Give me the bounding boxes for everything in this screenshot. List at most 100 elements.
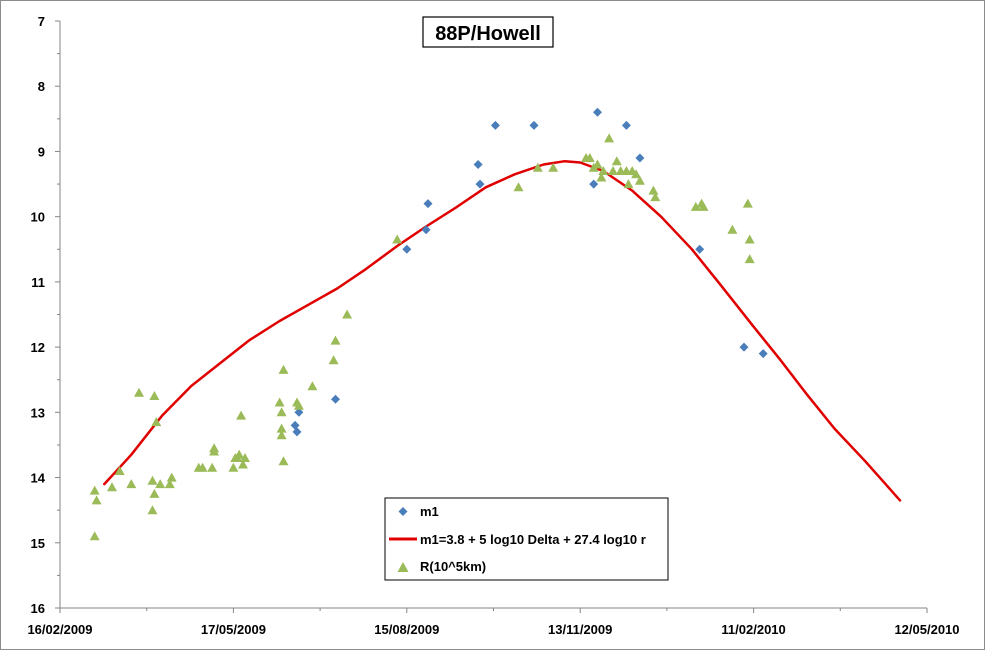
y-tick-label: 12 bbox=[31, 340, 45, 355]
m1-point bbox=[635, 153, 645, 163]
r-point bbox=[207, 462, 218, 472]
r-point bbox=[89, 485, 100, 495]
x-tick-label: 16/02/2009 bbox=[27, 622, 92, 637]
r-point bbox=[342, 309, 353, 319]
r-point bbox=[634, 175, 645, 185]
r-point bbox=[278, 364, 289, 374]
chart-title: 88P/Howell bbox=[435, 23, 541, 45]
r-point bbox=[650, 192, 661, 202]
r-point bbox=[91, 495, 102, 505]
y-tick-label: 11 bbox=[31, 275, 45, 290]
r-point bbox=[276, 407, 287, 417]
legend: m1 m1=3.8 + 5 log10 Delta + 27.4 log10 r… bbox=[384, 497, 669, 581]
r-point bbox=[598, 166, 609, 175]
r-point bbox=[532, 162, 543, 172]
r-point bbox=[89, 531, 100, 541]
data-points-layer bbox=[89, 107, 768, 541]
r-point bbox=[209, 443, 220, 453]
r-point bbox=[155, 479, 166, 489]
m1-point bbox=[758, 349, 768, 359]
r-point bbox=[608, 166, 618, 175]
y-tick-label: 8 bbox=[38, 79, 45, 94]
r-point bbox=[698, 201, 709, 211]
m1-point bbox=[593, 107, 602, 117]
r-point bbox=[149, 391, 160, 400]
r-point bbox=[197, 462, 208, 472]
r-point bbox=[234, 449, 245, 459]
legend-label-r: R(10^5km) bbox=[420, 559, 486, 574]
chart-title-frame bbox=[422, 16, 554, 48]
r-point bbox=[328, 355, 339, 365]
legend-triangle-marker bbox=[397, 562, 409, 572]
legend-diamond-marker bbox=[398, 507, 408, 516]
legend-entry-m1: m1 bbox=[398, 504, 439, 519]
r-point bbox=[592, 159, 603, 169]
r-point bbox=[147, 505, 158, 515]
r-point bbox=[164, 479, 175, 489]
m1-point bbox=[621, 120, 631, 130]
r-point bbox=[107, 482, 117, 492]
r-point bbox=[648, 185, 659, 195]
r-point bbox=[744, 234, 755, 244]
legend-label-m1: m1 bbox=[420, 504, 439, 519]
r-point bbox=[744, 254, 755, 264]
r-point bbox=[727, 224, 738, 234]
r-point bbox=[596, 172, 607, 182]
r-point bbox=[307, 381, 318, 391]
model-curve-layer bbox=[103, 159, 902, 502]
r-point bbox=[228, 462, 239, 472]
r-point bbox=[631, 169, 642, 179]
x-tick-label: 13/11/2009 bbox=[548, 622, 612, 637]
r-point bbox=[134, 387, 144, 397]
r-point bbox=[330, 335, 341, 345]
r-point bbox=[623, 179, 634, 189]
y-tick-label: 7 bbox=[38, 14, 45, 29]
y-tick-label: 14 bbox=[31, 471, 46, 486]
m1-point bbox=[490, 120, 500, 130]
r-point bbox=[276, 430, 287, 440]
chart-title-box: 88P/Howell bbox=[422, 16, 554, 48]
r-point bbox=[166, 472, 177, 482]
m1-point bbox=[739, 342, 749, 352]
m1-point bbox=[589, 179, 599, 189]
r-point bbox=[151, 417, 162, 427]
m1-point bbox=[294, 407, 304, 417]
legend-label-model: m1=3.8 + 5 log10 Delta + 27.4 log10 r bbox=[420, 532, 646, 547]
r-point bbox=[236, 410, 247, 420]
r-point bbox=[548, 162, 559, 172]
r-point bbox=[240, 453, 250, 462]
y-tick-label: 15 bbox=[31, 536, 45, 551]
r-point bbox=[293, 400, 304, 410]
m1-point bbox=[421, 225, 431, 235]
m1-point bbox=[475, 179, 485, 189]
r-point bbox=[238, 459, 248, 469]
r-point bbox=[690, 201, 701, 211]
m1-point bbox=[402, 244, 412, 254]
r-point bbox=[742, 198, 753, 208]
r-point bbox=[114, 466, 125, 475]
x-tick-label: 15/08/2009 bbox=[374, 622, 439, 637]
m1-point bbox=[331, 394, 340, 404]
y-tick-label: 10 bbox=[31, 210, 45, 225]
x-tick-label: 17/05/2009 bbox=[201, 622, 266, 637]
m1-point bbox=[290, 420, 300, 430]
r-point bbox=[126, 479, 137, 489]
m1-point bbox=[292, 427, 302, 437]
legend-entry-r: R(10^5km) bbox=[397, 559, 486, 574]
r-point bbox=[584, 153, 595, 162]
legend-entry-model: m1=3.8 + 5 log10 Delta + 27.4 log10 r bbox=[389, 532, 646, 547]
x-tick-label: 12/05/2010 bbox=[894, 622, 959, 637]
model-curve bbox=[103, 159, 902, 502]
y-tick-label: 16 bbox=[31, 601, 45, 616]
m1-point bbox=[423, 199, 433, 209]
m1-point bbox=[473, 160, 483, 169]
r-point bbox=[149, 488, 160, 498]
axes: 7 8 9 10 11 12 13 14 15 16 16/02/2009 17/05/2009 15/… bbox=[27, 14, 959, 637]
r-point bbox=[147, 475, 158, 485]
y-tick-label: 9 bbox=[38, 144, 45, 159]
x-tick-label: 11/02/2010 bbox=[721, 622, 785, 637]
r-point bbox=[278, 456, 289, 466]
y-tick-label: 13 bbox=[31, 405, 45, 420]
